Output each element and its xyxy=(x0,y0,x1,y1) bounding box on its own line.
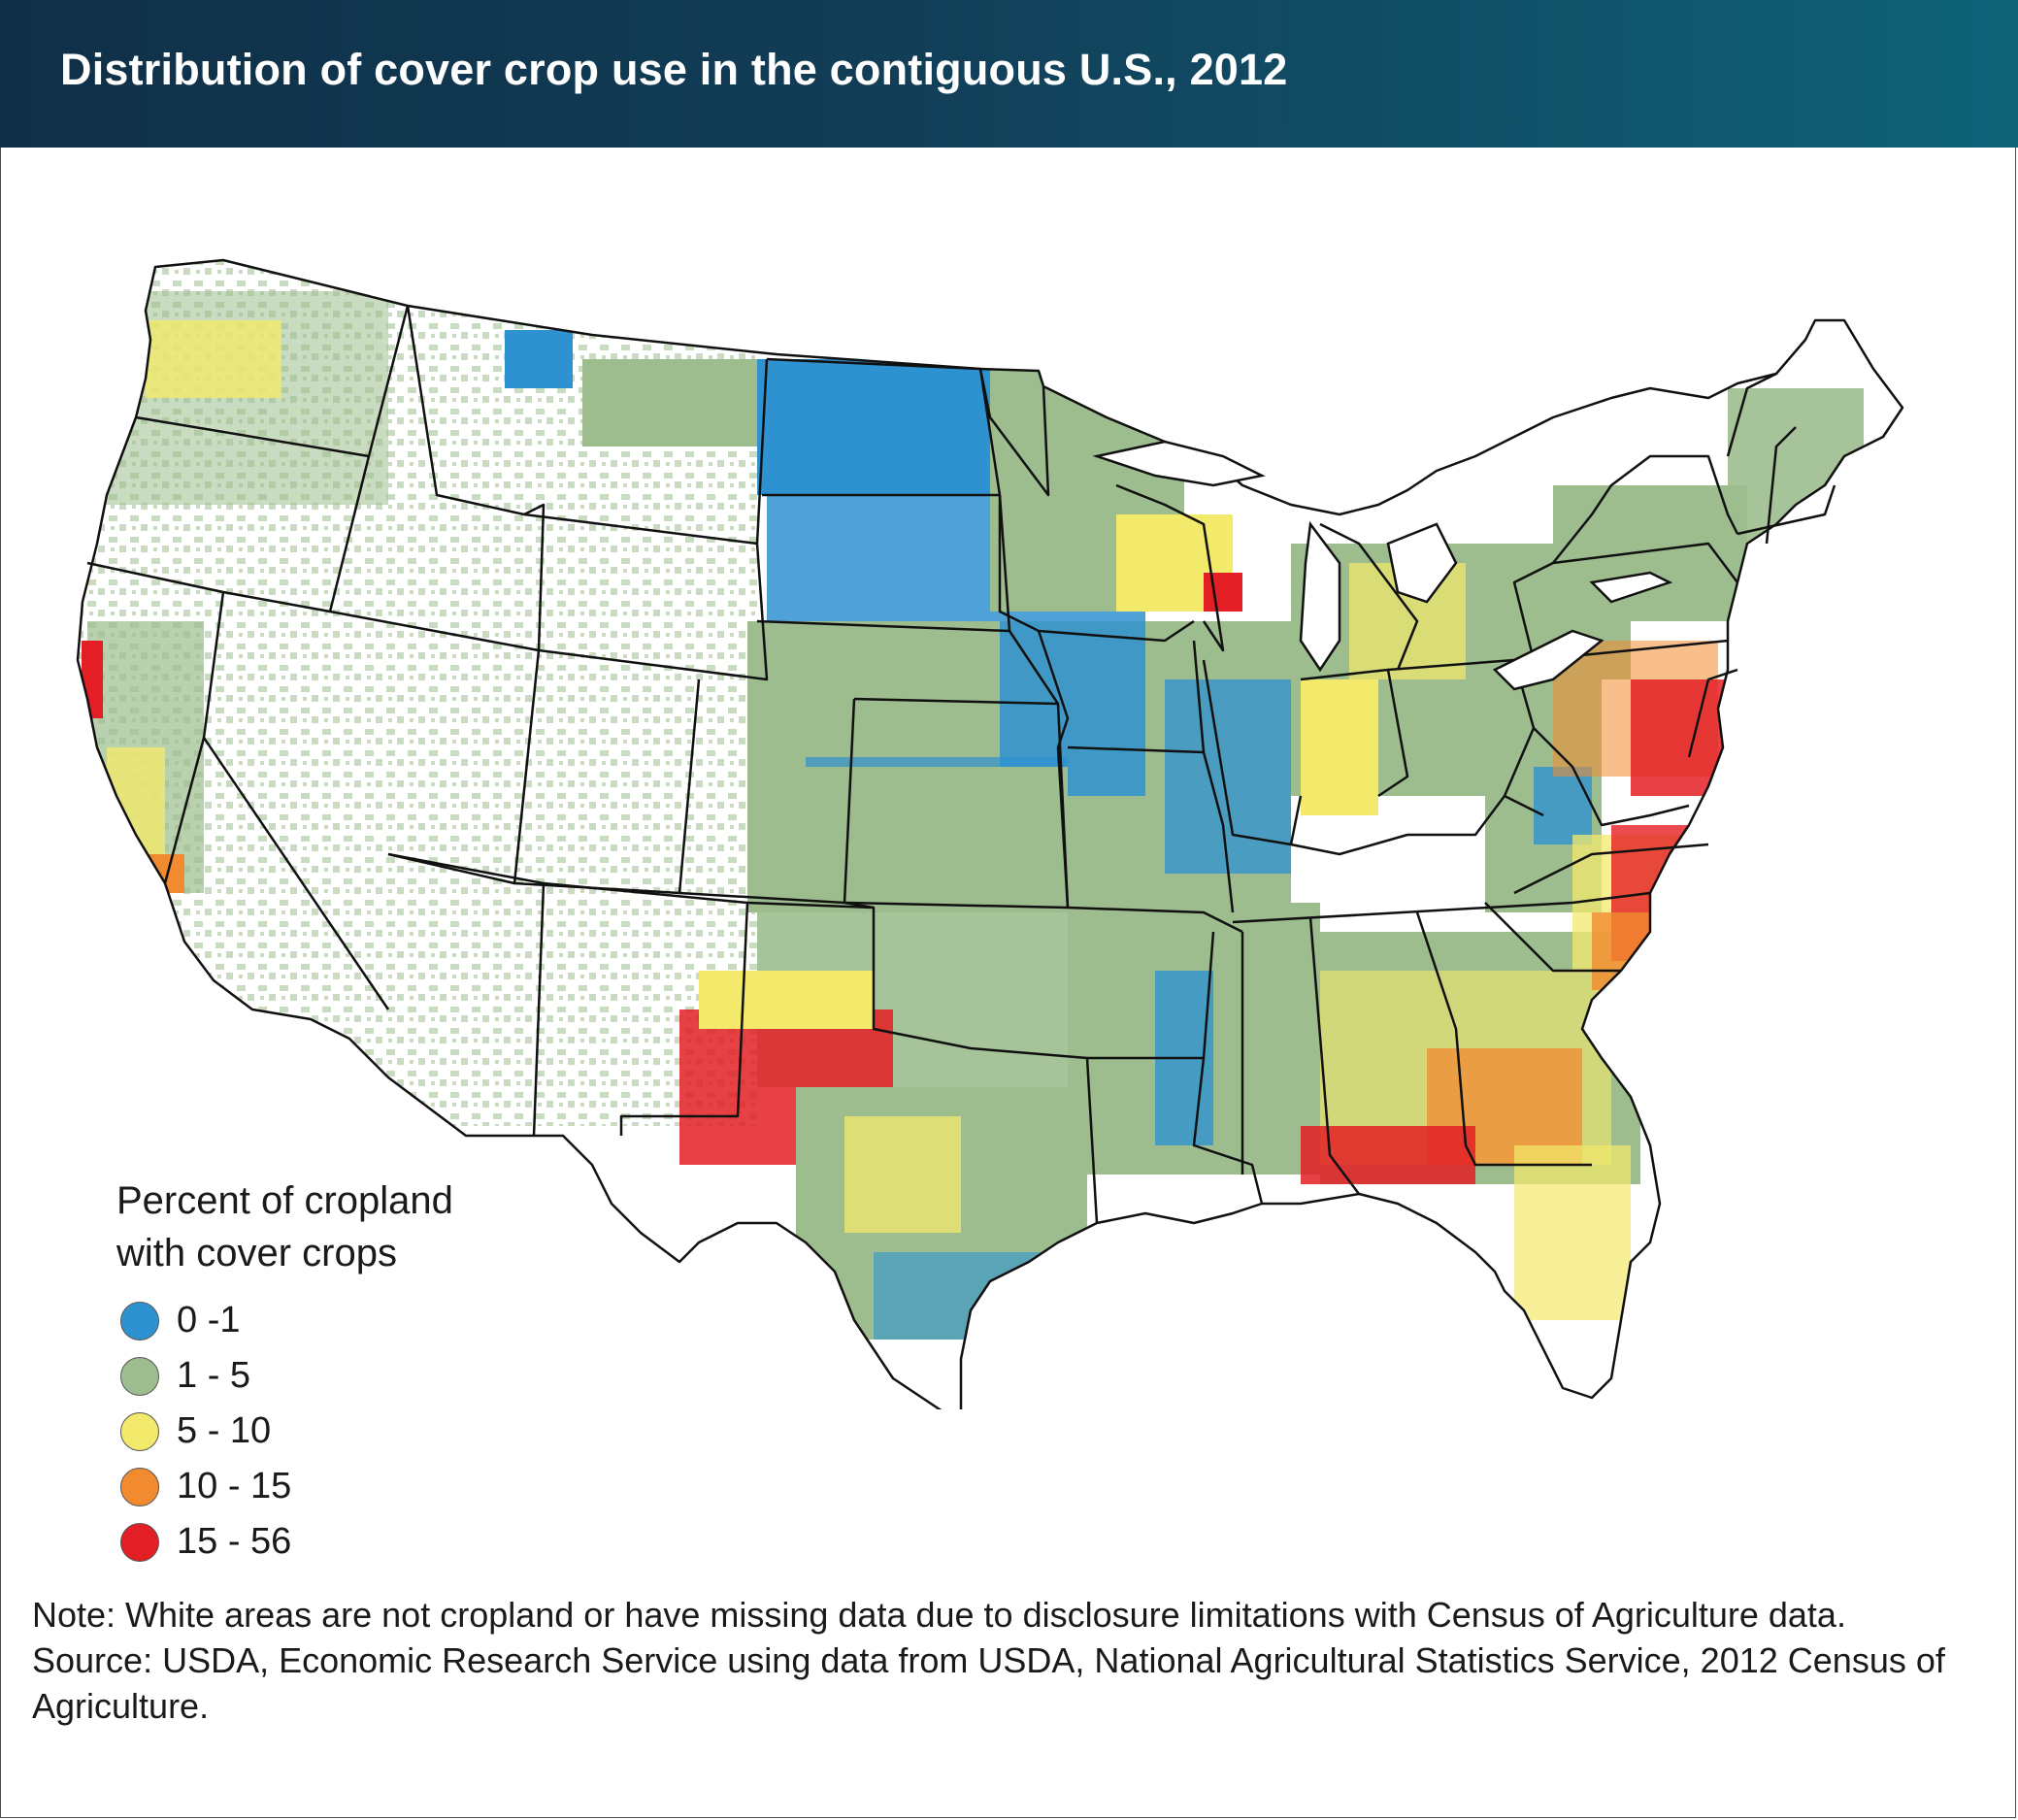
legend-title-line2: with cover crops xyxy=(116,1232,397,1274)
legend-title-line1: Percent of cropland xyxy=(116,1179,453,1222)
notes: Note: White areas are not cropland or ha… xyxy=(32,1592,1973,1729)
legend-item-15-56: 15 - 56 xyxy=(116,1514,621,1570)
legend-item-0-1: 0 -1 xyxy=(116,1293,621,1348)
legend-swatch xyxy=(120,1356,159,1396)
legend: Percent of cropland with cover crops 0 -… xyxy=(116,1175,621,1570)
map-title: Distribution of cover crop use in the co… xyxy=(60,45,1288,94)
title-bar: Distribution of cover crop use in the co… xyxy=(0,0,2018,148)
legend-swatch xyxy=(120,1522,159,1562)
legend-label: 1 - 5 xyxy=(177,1355,251,1396)
legend-list: 0 -1 1 - 5 5 - 10 10 - 15 15 - 56 xyxy=(116,1293,621,1570)
legend-item-10-15: 10 - 15 xyxy=(116,1459,621,1514)
us-map xyxy=(76,258,1904,1409)
legend-label: 5 - 10 xyxy=(177,1410,272,1451)
legend-swatch xyxy=(120,1301,159,1340)
legend-item-1-5: 1 - 5 xyxy=(116,1348,621,1404)
legend-label: 0 -1 xyxy=(177,1300,241,1340)
legend-swatch xyxy=(120,1411,159,1451)
legend-item-5-10: 5 - 10 xyxy=(116,1404,621,1459)
legend-label: 10 - 15 xyxy=(177,1466,292,1506)
legend-label: 15 - 56 xyxy=(177,1521,292,1562)
legend-swatch xyxy=(120,1467,159,1506)
source-text: Source: USDA, Economic Research Service … xyxy=(32,1640,1945,1726)
note-text: Note: White areas are not cropland or ha… xyxy=(32,1595,1846,1635)
